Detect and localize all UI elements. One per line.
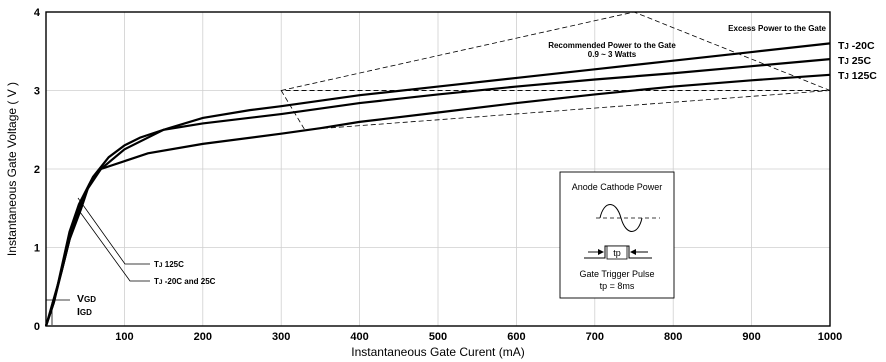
label-tj-25: TJ 25C xyxy=(838,55,871,67)
excess-power-label: Excess Power to the Gate xyxy=(728,24,826,33)
x-tick-label: 300 xyxy=(272,331,290,343)
x-tick-label: 100 xyxy=(115,331,133,343)
leader-tj-others xyxy=(79,211,150,282)
inset-title: Anode Cathode Power xyxy=(572,182,663,192)
inset-caption: Gate Trigger Pulse xyxy=(579,269,654,279)
low-label-tj125: TJ 125C xyxy=(154,260,184,269)
x-tick-label: 400 xyxy=(350,331,368,343)
recommended-power-label: Recommended Power to the Gate xyxy=(548,41,676,50)
y-tick-label: 4 xyxy=(34,7,41,19)
y-tick-label: 0 xyxy=(34,321,40,333)
pulse-label: tp xyxy=(613,248,621,258)
power-regions xyxy=(280,11,831,131)
x-tick-label: 600 xyxy=(507,331,525,343)
inset-formula: tp = 8ms xyxy=(600,281,635,291)
inset-frame xyxy=(559,171,675,299)
inset-diagram: Anode Cathode Power tp Gate Trigger Puls… xyxy=(559,171,675,299)
y-tick-label: 1 xyxy=(34,243,40,255)
series-line-tj--20c xyxy=(44,42,831,327)
label-tj-minus20: TJ -20C xyxy=(838,40,875,52)
y-tick-label: 3 xyxy=(34,86,40,98)
low-label-tj-others: TJ -20C and 25C xyxy=(154,277,216,286)
x-tick-label: 800 xyxy=(664,331,682,343)
arrow-right-head xyxy=(630,249,636,255)
recommended-power-region xyxy=(280,90,831,131)
excess-power-region xyxy=(281,11,831,91)
igd-label: IGD xyxy=(77,306,92,318)
x-tick-label: 1000 xyxy=(818,331,842,343)
vgd-label: VGD xyxy=(77,293,96,305)
y-axis-label: Instantaneous Gate Voltage ( V ) xyxy=(5,82,19,256)
pulse-box xyxy=(606,245,628,260)
arrow-left-head xyxy=(598,249,604,255)
x-tick-label: 200 xyxy=(194,331,212,343)
plot-frame xyxy=(45,11,831,327)
x-tick-label: 900 xyxy=(742,331,760,343)
y-tick-label: 2 xyxy=(34,164,40,176)
x-tick-label: 700 xyxy=(586,331,604,343)
recommended-power-range: 0.9 ~ 3 Watts xyxy=(588,50,637,59)
label-tj-125: TJ 125C xyxy=(838,70,877,82)
leader-tj125 xyxy=(77,197,150,265)
x-axis-label: Instantaneous Gate Curent (mA) xyxy=(351,345,524,359)
tick-labels: 100 200 300 400 500 600 700 800 900 1000 0 1 2 3 4 xyxy=(34,7,842,343)
series-line-tj-25c xyxy=(44,58,831,327)
x-tick-label: 500 xyxy=(429,331,447,343)
